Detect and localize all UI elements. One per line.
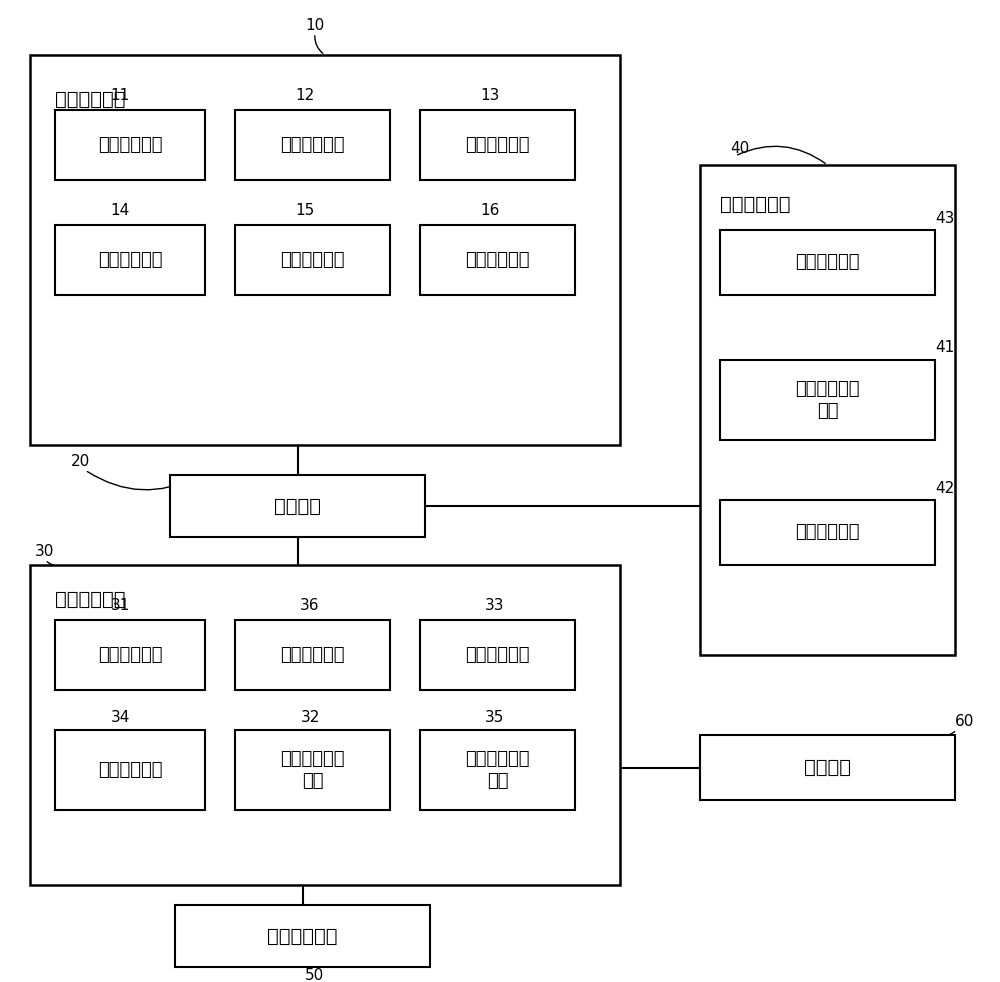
Text: 知识管理模块: 知识管理模块 [280, 251, 345, 269]
Text: 42: 42 [935, 480, 955, 496]
Text: 30: 30 [35, 544, 55, 560]
Text: 权限配置模块: 权限配置模块 [795, 253, 860, 271]
Text: 10: 10 [305, 18, 325, 32]
Text: 设计数据模型: 设计数据模型 [267, 926, 338, 946]
Bar [30, 55, 620, 445]
Bar [55, 110, 205, 180]
Text: 20: 20 [70, 455, 90, 469]
Bar [720, 360, 935, 440]
Text: 数据展示模块: 数据展示模块 [98, 761, 162, 779]
Bar [235, 225, 390, 295]
Text: 设计任务模块: 设计任务模块 [55, 90, 126, 109]
Bar [175, 905, 430, 967]
Text: 12: 12 [295, 87, 315, 102]
Text: 关联模块: 关联模块 [274, 497, 321, 516]
Text: 32: 32 [300, 711, 320, 726]
Text: 11: 11 [110, 87, 130, 102]
Text: 13: 13 [480, 87, 500, 102]
Text: 基础配置模块: 基础配置模块 [720, 195, 790, 214]
Text: 15: 15 [295, 202, 315, 217]
Bar [420, 620, 575, 690]
Text: 任务创建模块: 任务创建模块 [98, 136, 162, 154]
Text: 36: 36 [300, 597, 320, 613]
Text: 输出数据模块: 输出数据模块 [280, 646, 345, 664]
Text: 输入数据模块: 输入数据模块 [98, 646, 162, 664]
Bar [720, 230, 935, 295]
Text: 50: 50 [305, 967, 325, 982]
Text: 任务配置模块: 任务配置模块 [795, 523, 860, 541]
Text: 进度管理模块: 进度管理模块 [280, 136, 345, 154]
Bar [235, 620, 390, 690]
Bar [55, 620, 205, 690]
Bar [420, 110, 575, 180]
Text: 33: 33 [485, 597, 505, 613]
Text: 设计工具: 设计工具 [804, 758, 851, 777]
Text: 43: 43 [935, 210, 955, 226]
Text: 31: 31 [110, 597, 130, 613]
Text: 34: 34 [110, 711, 130, 726]
Bar [700, 165, 955, 655]
Text: 14: 14 [110, 202, 130, 217]
Text: 质量控制模块: 质量控制模块 [465, 136, 530, 154]
Text: 计算数据生成
模块: 计算数据生成 模块 [465, 750, 530, 791]
Text: 41: 41 [935, 341, 955, 355]
Bar [700, 735, 955, 800]
Text: 60: 60 [955, 715, 975, 730]
Text: 数据协同模块: 数据协同模块 [465, 646, 530, 664]
Text: 40: 40 [730, 140, 750, 155]
Bar [235, 730, 390, 810]
Text: 设计流程配置
模块: 设计流程配置 模块 [795, 380, 860, 420]
Text: 35: 35 [485, 711, 505, 726]
Bar [720, 500, 935, 565]
Text: 16: 16 [480, 202, 500, 217]
Bar [420, 225, 575, 295]
Bar [420, 730, 575, 810]
Bar [235, 110, 390, 180]
Text: 数据模型交互
模块: 数据模型交互 模块 [280, 750, 345, 791]
Bar [170, 475, 425, 537]
Text: 设计数据模块: 设计数据模块 [55, 590, 126, 609]
Bar [55, 225, 205, 295]
Bar [30, 565, 620, 885]
Text: 版本控制模块: 版本控制模块 [98, 251, 162, 269]
Text: 效能分析模块: 效能分析模块 [465, 251, 530, 269]
Bar [55, 730, 205, 810]
